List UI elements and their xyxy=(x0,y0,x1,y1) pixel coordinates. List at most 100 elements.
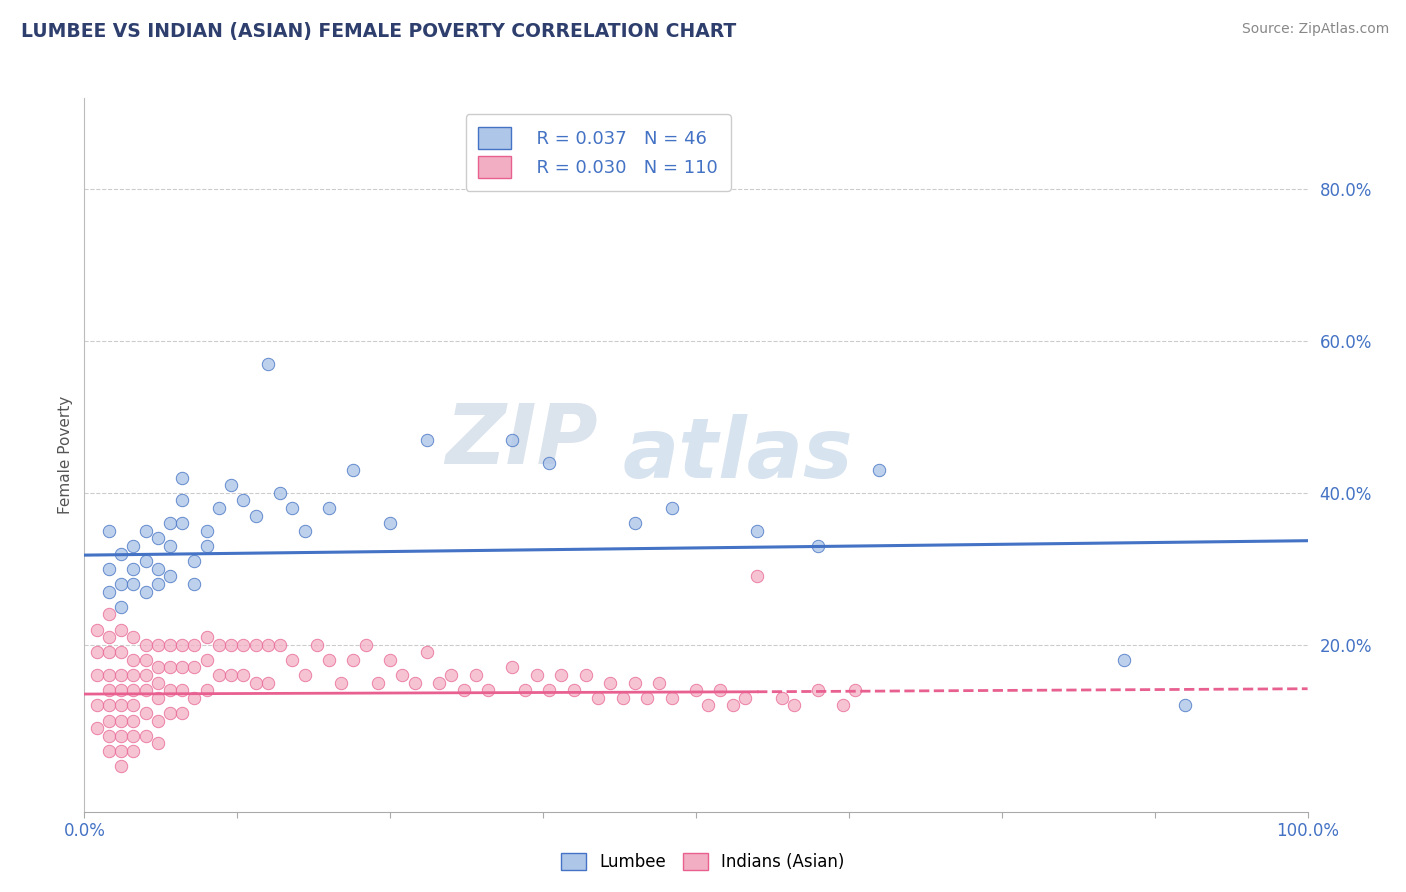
Point xyxy=(257,357,280,371)
Point xyxy=(135,668,157,682)
Point xyxy=(269,486,291,500)
Legend: Lumbee, Indians (Asian): Lumbee, Indians (Asian) xyxy=(553,845,853,880)
Point xyxy=(501,433,523,447)
Point xyxy=(342,653,364,667)
Point xyxy=(172,706,194,720)
Point xyxy=(513,683,536,698)
Point xyxy=(110,698,132,713)
Point xyxy=(208,668,231,682)
Point xyxy=(122,683,145,698)
Point xyxy=(110,645,132,659)
Point xyxy=(538,456,561,470)
Point xyxy=(575,668,598,682)
Point xyxy=(159,660,181,674)
Y-axis label: Female Poverty: Female Poverty xyxy=(58,396,73,514)
Point xyxy=(110,683,132,698)
Legend:   R = 0.037   N = 46,   R = 0.030   N = 110: R = 0.037 N = 46, R = 0.030 N = 110 xyxy=(465,114,731,191)
Point xyxy=(110,759,132,773)
Point xyxy=(146,714,169,728)
Point xyxy=(146,562,169,576)
Point xyxy=(97,562,120,576)
Point xyxy=(257,675,280,690)
Point xyxy=(97,668,120,682)
Point xyxy=(245,508,267,523)
Point xyxy=(747,569,769,583)
Point xyxy=(146,638,169,652)
Point xyxy=(122,698,145,713)
Point xyxy=(97,607,120,622)
Point xyxy=(281,501,304,516)
Point xyxy=(135,524,157,538)
Point xyxy=(721,698,744,713)
Text: Source: ZipAtlas.com: Source: ZipAtlas.com xyxy=(1241,22,1389,37)
Point xyxy=(97,630,120,644)
Point xyxy=(159,569,181,583)
Point xyxy=(661,501,683,516)
Point xyxy=(747,524,769,538)
Point xyxy=(146,660,169,674)
Point xyxy=(208,501,231,516)
Point xyxy=(562,683,585,698)
Point xyxy=(159,539,181,553)
Point xyxy=(97,645,120,659)
Point xyxy=(807,539,830,553)
Point xyxy=(172,493,194,508)
Point xyxy=(97,698,120,713)
Point xyxy=(183,638,205,652)
Point xyxy=(110,623,132,637)
Point xyxy=(172,638,194,652)
Point xyxy=(404,675,426,690)
Point xyxy=(86,645,108,659)
Point xyxy=(1114,653,1136,667)
Point xyxy=(734,690,756,705)
Point xyxy=(391,668,413,682)
Point xyxy=(172,516,194,531)
Point xyxy=(697,698,720,713)
Point xyxy=(294,524,316,538)
Point xyxy=(464,668,486,682)
Point xyxy=(183,660,205,674)
Point xyxy=(146,675,169,690)
Point xyxy=(135,683,157,698)
Point xyxy=(172,471,194,485)
Point xyxy=(318,501,340,516)
Point xyxy=(172,660,194,674)
Point xyxy=(245,675,267,690)
Point xyxy=(232,638,254,652)
Point xyxy=(86,623,108,637)
Point xyxy=(122,653,145,667)
Point xyxy=(110,729,132,743)
Point xyxy=(146,736,169,750)
Point xyxy=(599,675,621,690)
Point xyxy=(661,690,683,705)
Point xyxy=(477,683,499,698)
Point xyxy=(257,638,280,652)
Text: atlas: atlas xyxy=(623,415,853,495)
Point xyxy=(86,698,108,713)
Point xyxy=(440,668,463,682)
Point xyxy=(318,653,340,667)
Point xyxy=(183,690,205,705)
Point xyxy=(146,690,169,705)
Point xyxy=(86,721,108,735)
Point xyxy=(427,675,450,690)
Point xyxy=(195,683,218,698)
Point xyxy=(232,493,254,508)
Point xyxy=(416,645,439,659)
Point xyxy=(586,690,609,705)
Point xyxy=(159,683,181,698)
Point xyxy=(86,668,108,682)
Point xyxy=(526,668,548,682)
Point xyxy=(844,683,866,698)
Point xyxy=(219,638,242,652)
Point xyxy=(110,547,132,561)
Point xyxy=(354,638,377,652)
Point xyxy=(122,562,145,576)
Point xyxy=(831,698,853,713)
Point xyxy=(245,638,267,652)
Point xyxy=(122,539,145,553)
Point xyxy=(219,478,242,492)
Point xyxy=(232,668,254,682)
Point xyxy=(453,683,475,698)
Point xyxy=(97,714,120,728)
